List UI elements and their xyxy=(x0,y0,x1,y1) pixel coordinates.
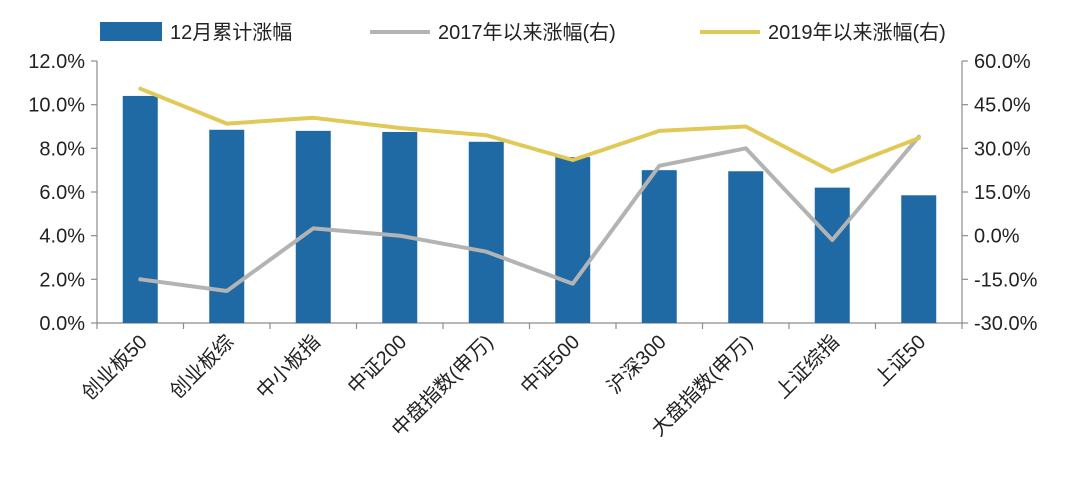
right-tick-label: -15.0% xyxy=(974,269,1038,291)
category-label: 沪深300 xyxy=(603,330,671,398)
legend: 12月累计涨幅 2017年以来涨幅(右) 2019年以来涨幅(右) xyxy=(100,21,946,44)
axes: 0.0% 2.0% 4.0% 6.0% 8.0% 10.0% 12.0% -30.0% -15.… xyxy=(28,51,1037,335)
line-series-2 xyxy=(138,86,921,174)
bar-series xyxy=(122,95,937,323)
left-tick-label: 0.0% xyxy=(39,313,85,335)
category-label: 创业板50 xyxy=(77,330,151,404)
category-label: 中证500 xyxy=(516,330,584,398)
right-tick-label: 0.0% xyxy=(974,226,1020,248)
right-tick-label: -30.0% xyxy=(974,313,1038,335)
bar xyxy=(641,170,677,323)
bar xyxy=(901,195,937,323)
left-tick-label: 4.0% xyxy=(39,226,85,248)
bar xyxy=(468,141,504,323)
legend-label: 2019年以来涨幅(右) xyxy=(768,21,946,44)
left-tick-label: 10.0% xyxy=(28,95,85,117)
right-tick-label: 15.0% xyxy=(974,182,1031,204)
category-label: 中小板指 xyxy=(252,330,325,403)
left-tick-label: 6.0% xyxy=(39,182,85,204)
legend-label: 12月累计涨幅 xyxy=(170,21,292,44)
left-tick-label: 8.0% xyxy=(39,138,85,160)
right-tick-label: 60.0% xyxy=(974,51,1031,73)
category-label: 上证综指 xyxy=(771,330,844,403)
bar xyxy=(555,157,591,323)
category-label: 上证50 xyxy=(870,330,930,390)
category-label: 中证200 xyxy=(343,330,411,398)
right-tick-label: 45.0% xyxy=(974,95,1031,117)
right-tick-label: 30.0% xyxy=(974,138,1031,160)
category-label: 创业板综 xyxy=(165,330,238,403)
line-series-1 xyxy=(138,134,921,293)
left-tick-label: 2.0% xyxy=(39,269,85,291)
legend-swatch-bar xyxy=(100,22,162,41)
bar xyxy=(122,95,158,323)
bar xyxy=(814,187,850,323)
bar xyxy=(382,131,418,323)
left-tick-label: 12.0% xyxy=(28,51,85,73)
bar xyxy=(209,129,245,323)
bar xyxy=(728,171,764,323)
line-series xyxy=(138,86,921,293)
legend-label: 2017年以来涨幅(右) xyxy=(438,21,616,44)
